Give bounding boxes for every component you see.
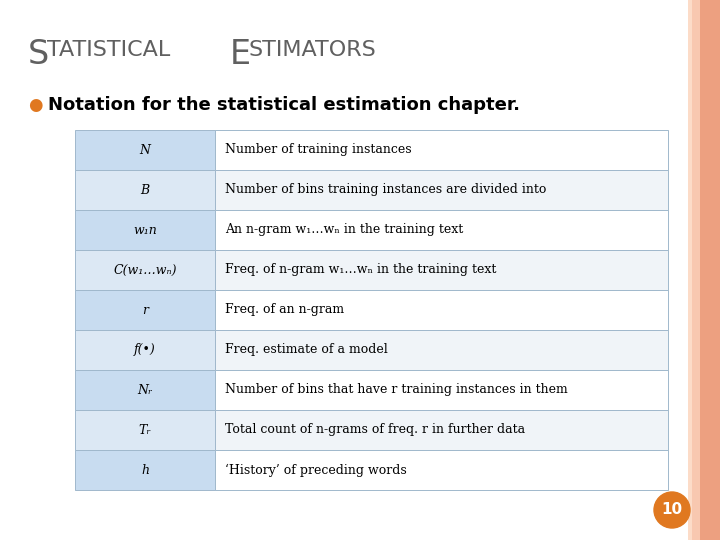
Bar: [215, 130, 668, 170]
Text: N: N: [140, 144, 150, 157]
Text: S: S: [28, 38, 49, 71]
Text: Tᵣ: Tᵣ: [139, 423, 151, 436]
Bar: [215, 370, 668, 410]
Bar: [215, 290, 668, 330]
Text: Total count of n-grams of freq. r in further data: Total count of n-grams of freq. r in fur…: [225, 423, 525, 436]
Text: C(w₁…wₙ): C(w₁…wₙ): [113, 264, 176, 276]
Text: ‘History’ of preceding words: ‘History’ of preceding words: [225, 463, 407, 477]
Bar: [75, 330, 215, 370]
Text: Number of bins training instances are divided into: Number of bins training instances are di…: [225, 184, 546, 197]
Circle shape: [654, 492, 690, 528]
Text: STIMATORS: STIMATORS: [248, 40, 376, 60]
Text: Freq. of an n-gram: Freq. of an n-gram: [225, 303, 344, 316]
Bar: [688, 0, 692, 540]
Bar: [215, 170, 668, 210]
Bar: [75, 250, 215, 290]
Bar: [215, 330, 668, 370]
Bar: [75, 450, 215, 490]
Text: r: r: [142, 303, 148, 316]
Text: ●: ●: [28, 96, 42, 114]
Bar: [215, 250, 668, 290]
Text: TATISTICAL: TATISTICAL: [47, 40, 170, 60]
Bar: [75, 410, 215, 450]
Text: Number of bins that have r training instances in them: Number of bins that have r training inst…: [225, 383, 568, 396]
Bar: [692, 0, 700, 540]
Text: w₁n: w₁n: [133, 224, 157, 237]
Text: B: B: [140, 184, 150, 197]
Text: f(•): f(•): [134, 343, 156, 356]
Text: E: E: [230, 38, 251, 71]
Text: Freq. estimate of a model: Freq. estimate of a model: [225, 343, 388, 356]
Bar: [75, 370, 215, 410]
Bar: [215, 210, 668, 250]
Bar: [75, 130, 215, 170]
Bar: [215, 410, 668, 450]
Bar: [75, 210, 215, 250]
Text: Freq. of n-gram w₁…wₙ in the training text: Freq. of n-gram w₁…wₙ in the training te…: [225, 264, 496, 276]
Bar: [700, 0, 720, 540]
Bar: [75, 170, 215, 210]
Text: Nᵣ: Nᵣ: [138, 383, 153, 396]
Text: 10: 10: [662, 503, 683, 517]
Bar: [215, 450, 668, 490]
Text: An n-gram w₁…wₙ in the training text: An n-gram w₁…wₙ in the training text: [225, 224, 463, 237]
Text: Number of training instances: Number of training instances: [225, 144, 412, 157]
Bar: [75, 290, 215, 330]
Text: h: h: [141, 463, 149, 476]
Text: Notation for the statistical estimation chapter.: Notation for the statistical estimation …: [48, 96, 520, 114]
